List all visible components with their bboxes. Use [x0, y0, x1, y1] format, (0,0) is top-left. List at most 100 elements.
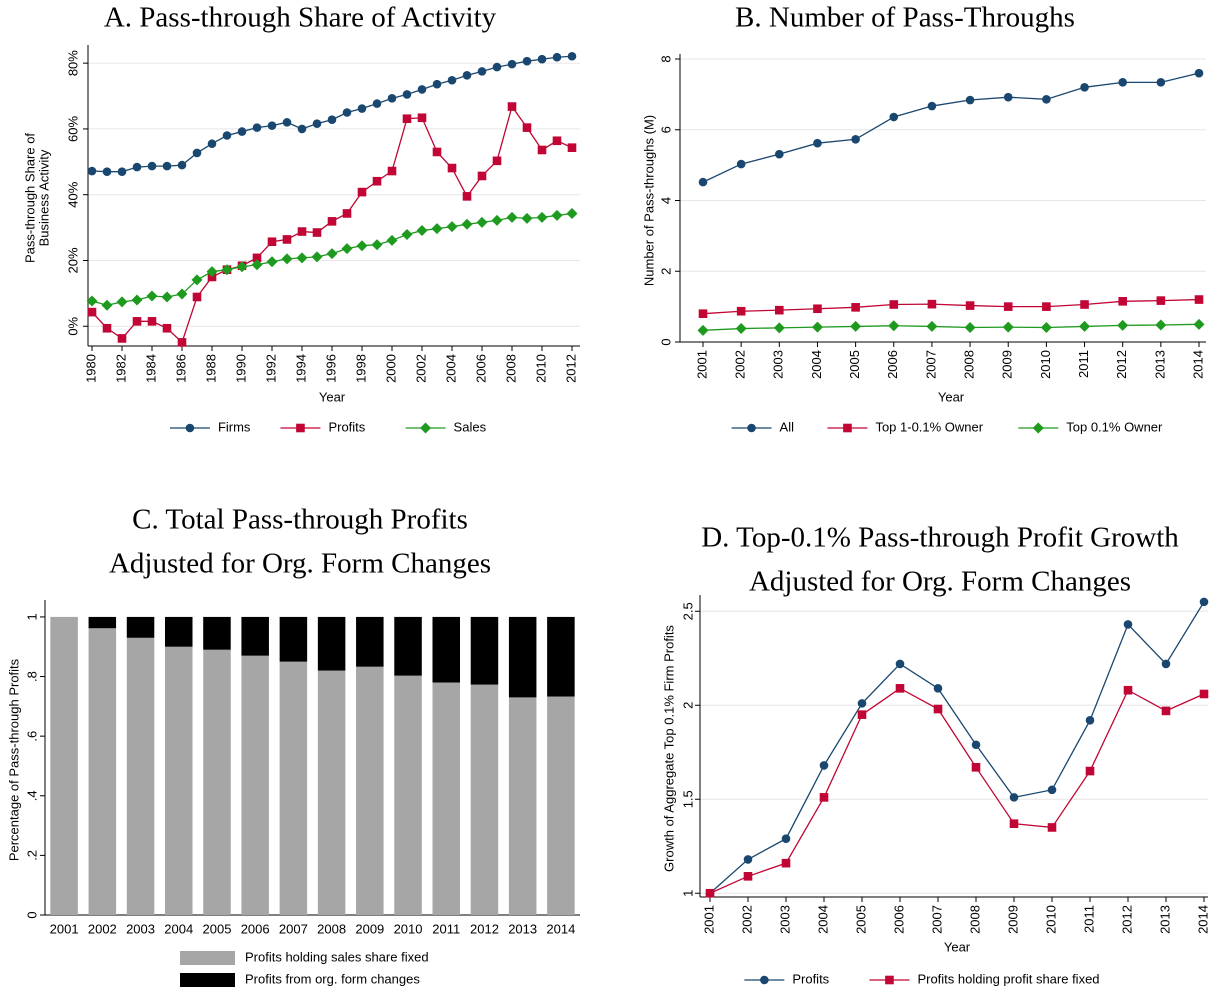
legend-label: Firms — [218, 419, 251, 434]
y-tick-label: 4 — [658, 197, 673, 204]
x-tick-label: 2008 — [317, 921, 346, 936]
data-point — [162, 323, 172, 333]
data-point — [1040, 321, 1052, 333]
data-point — [1085, 716, 1095, 725]
data-point — [297, 227, 307, 236]
x-tick-label: 2006 — [241, 921, 270, 936]
x-tick-label: 2011 — [1076, 350, 1091, 378]
data-point — [566, 207, 578, 219]
data-point — [102, 167, 112, 176]
data-point — [1193, 318, 1205, 330]
data-point — [743, 855, 753, 864]
data-point — [965, 301, 975, 310]
data-point — [811, 321, 823, 333]
data-point — [1118, 297, 1127, 306]
data-point — [447, 163, 457, 173]
data-point — [402, 90, 412, 99]
data-point — [933, 704, 943, 714]
x-tick-label: 2006 — [885, 350, 900, 379]
data-point — [813, 138, 822, 148]
x-tick-label: 2007 — [923, 350, 938, 379]
data-point — [1042, 95, 1051, 104]
data-point — [781, 834, 791, 844]
data-point — [432, 147, 442, 157]
x-tick-label: 2002 — [413, 354, 428, 383]
data-point — [889, 112, 899, 122]
legend-marker — [185, 423, 195, 433]
data-point — [447, 75, 457, 85]
data-point — [1155, 319, 1167, 331]
x-tick-label: 1986 — [173, 354, 188, 383]
data-point — [927, 299, 937, 309]
data-point — [1009, 793, 1019, 802]
bar-segment — [88, 628, 117, 915]
data-point — [895, 659, 905, 669]
data-point — [698, 177, 708, 187]
data-point — [698, 309, 708, 318]
chart-title: C. Total Pass-through Profits — [132, 504, 468, 536]
series-line — [709, 687, 1205, 894]
data-point — [387, 166, 397, 176]
data-point — [371, 239, 383, 251]
data-point — [221, 264, 233, 276]
data-point — [132, 317, 142, 326]
bar-segment — [279, 661, 308, 915]
data-point — [342, 209, 352, 218]
y-tick-label: .4 — [24, 790, 39, 801]
legend-label: All — [780, 419, 795, 434]
x-tick-label: 2014 — [1190, 350, 1205, 379]
data-point — [402, 114, 412, 124]
data-point — [926, 320, 938, 332]
data-point — [857, 699, 867, 708]
x-tick-label: 2009 — [355, 921, 384, 936]
data-point — [281, 253, 293, 265]
series-line — [702, 72, 1200, 183]
y-tick-label: 40% — [65, 181, 80, 207]
x-tick-label: 2005 — [203, 921, 232, 936]
data-point — [697, 324, 709, 336]
data-point — [282, 235, 292, 244]
data-point — [850, 320, 862, 332]
x-tick-label: 2012 — [1114, 350, 1129, 379]
data-point — [387, 94, 397, 103]
bar-segment — [279, 616, 308, 662]
y-tick-label: .2 — [24, 850, 39, 861]
data-point — [251, 259, 263, 271]
data-point — [1194, 295, 1204, 304]
series-line — [91, 212, 573, 306]
y-tick-label: 1 — [680, 890, 695, 897]
y-axis-title: Pass-through Share of — [22, 133, 37, 263]
data-point — [506, 211, 518, 223]
data-point — [417, 85, 427, 94]
data-point — [432, 79, 442, 89]
data-point — [357, 104, 367, 113]
data-point — [132, 162, 142, 172]
legend-marker — [760, 975, 769, 985]
bar-segment — [317, 616, 346, 671]
data-point — [1079, 320, 1091, 332]
x-tick-label: 2013 — [1152, 350, 1167, 379]
legend-marker — [885, 975, 894, 985]
data-point — [326, 248, 338, 260]
data-point — [781, 858, 791, 868]
data-point — [327, 217, 337, 226]
x-tick-label: 2001 — [694, 350, 709, 379]
data-point — [176, 288, 188, 300]
x-axis-title: Year — [944, 939, 971, 954]
data-point — [1123, 620, 1133, 629]
x-tick-label: 2010 — [533, 354, 548, 383]
x-tick-label: 2002 — [733, 350, 748, 379]
data-point — [267, 121, 277, 130]
x-tick-label: 2003 — [777, 905, 792, 934]
data-point — [889, 300, 899, 309]
data-point — [851, 135, 860, 144]
x-tick-label: 2008 — [503, 354, 518, 383]
x-tick-label: 2009 — [1000, 350, 1015, 379]
bar-segment — [356, 616, 384, 667]
chart-title: D. Top-0.1% Pass-through Profit Growth — [701, 522, 1179, 554]
data-point — [192, 292, 202, 302]
data-point — [252, 253, 262, 263]
legend-label: Top 1-0.1% Owner — [875, 419, 983, 434]
x-tick-label: 2011 — [432, 921, 460, 936]
data-point — [357, 187, 367, 197]
